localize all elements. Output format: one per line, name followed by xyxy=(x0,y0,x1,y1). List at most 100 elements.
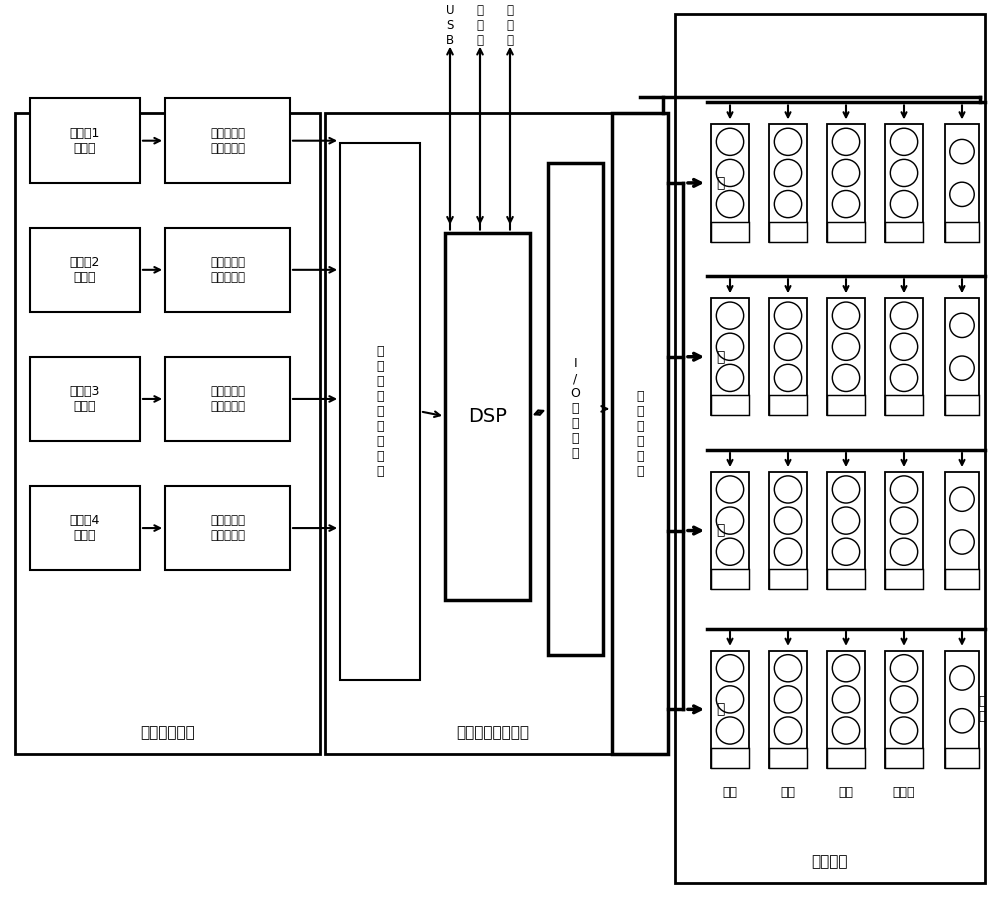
Circle shape xyxy=(832,364,860,391)
Text: 信
号
驱
动
阵
列: 信 号 驱 动 阵 列 xyxy=(636,390,644,478)
Circle shape xyxy=(716,476,744,503)
Text: 信息采集单元: 信息采集单元 xyxy=(140,725,195,740)
Circle shape xyxy=(832,717,860,744)
Bar xyxy=(711,222,749,242)
Circle shape xyxy=(950,487,974,511)
Bar xyxy=(885,569,923,589)
Circle shape xyxy=(890,538,918,566)
Text: 左转: 左转 xyxy=(780,786,796,799)
Bar xyxy=(548,163,603,655)
Circle shape xyxy=(890,655,918,682)
Circle shape xyxy=(716,364,744,391)
Bar xyxy=(711,298,749,415)
Bar xyxy=(827,222,865,242)
Circle shape xyxy=(890,191,918,218)
Bar xyxy=(945,298,979,415)
Text: 以
太
网: 以 太 网 xyxy=(507,5,514,47)
Bar xyxy=(827,395,865,415)
Bar xyxy=(827,651,865,768)
Text: U
S
B: U S B xyxy=(446,5,454,47)
Bar xyxy=(945,569,979,589)
Bar xyxy=(885,298,923,415)
Bar xyxy=(15,114,320,754)
Circle shape xyxy=(774,686,802,713)
Bar xyxy=(165,486,290,570)
Bar xyxy=(827,124,865,242)
Bar xyxy=(945,748,979,768)
Text: 摄像机1
（东）: 摄像机1 （东） xyxy=(70,127,100,154)
Text: 源
双
绞
线
视
频
接
收
器: 源 双 绞 线 视 频 接 收 器 xyxy=(376,345,384,478)
Bar xyxy=(711,569,749,589)
Text: 人
行: 人 行 xyxy=(978,696,986,724)
Text: 信号识别控制单元: 信号识别控制单元 xyxy=(456,725,529,740)
Text: 监
视
器: 监 视 器 xyxy=(477,5,484,47)
Text: 无源双绞线
视频发送器: 无源双绞线 视频发送器 xyxy=(210,127,245,154)
Circle shape xyxy=(716,717,744,744)
Bar xyxy=(885,748,923,768)
Circle shape xyxy=(716,655,744,682)
Bar xyxy=(325,114,660,754)
Bar xyxy=(885,472,923,589)
Bar xyxy=(769,395,807,415)
Circle shape xyxy=(774,364,802,391)
Circle shape xyxy=(774,538,802,566)
Bar xyxy=(711,748,749,768)
Bar xyxy=(885,124,923,242)
Circle shape xyxy=(890,507,918,534)
Bar xyxy=(945,124,979,242)
Bar xyxy=(675,14,985,883)
Circle shape xyxy=(950,356,974,380)
Circle shape xyxy=(890,717,918,744)
Circle shape xyxy=(832,655,860,682)
Circle shape xyxy=(890,364,918,391)
Bar xyxy=(30,228,140,312)
Circle shape xyxy=(716,128,744,155)
Bar xyxy=(769,124,807,242)
Bar xyxy=(711,395,749,415)
Text: DSP: DSP xyxy=(468,407,507,426)
Circle shape xyxy=(832,538,860,566)
Bar xyxy=(769,472,807,589)
Circle shape xyxy=(950,183,974,206)
Bar xyxy=(711,124,749,242)
Circle shape xyxy=(774,717,802,744)
Bar xyxy=(827,472,865,589)
Bar xyxy=(885,222,923,242)
Circle shape xyxy=(832,476,860,503)
Circle shape xyxy=(890,302,918,330)
Bar xyxy=(945,222,979,242)
Circle shape xyxy=(832,302,860,330)
Bar xyxy=(30,486,140,570)
Text: 非机动: 非机动 xyxy=(893,786,915,799)
Text: 无源双绞线
视频发送器: 无源双绞线 视频发送器 xyxy=(210,385,245,413)
Circle shape xyxy=(716,507,744,534)
Circle shape xyxy=(832,507,860,534)
Text: 西: 西 xyxy=(716,350,724,364)
Bar xyxy=(445,232,530,600)
Circle shape xyxy=(950,140,974,163)
Bar xyxy=(165,357,290,441)
Circle shape xyxy=(774,302,802,330)
Bar xyxy=(165,228,290,312)
Circle shape xyxy=(774,655,802,682)
Bar xyxy=(885,651,923,768)
Bar xyxy=(945,651,979,768)
Circle shape xyxy=(950,530,974,554)
Bar xyxy=(30,98,140,183)
Circle shape xyxy=(832,191,860,218)
Circle shape xyxy=(716,159,744,186)
Bar xyxy=(30,357,140,441)
Text: I
/
O
扩
展
单
元: I / O 扩 展 单 元 xyxy=(571,358,580,460)
Bar xyxy=(769,748,807,768)
Text: 南: 南 xyxy=(716,524,724,538)
Text: 无源双绞线
视频发送器: 无源双绞线 视频发送器 xyxy=(210,256,245,284)
Circle shape xyxy=(890,128,918,155)
Circle shape xyxy=(890,476,918,503)
Bar xyxy=(769,222,807,242)
Circle shape xyxy=(950,313,974,338)
Circle shape xyxy=(774,191,802,218)
Bar xyxy=(612,114,668,754)
Text: 摄像机4
（北）: 摄像机4 （北） xyxy=(70,514,100,542)
Circle shape xyxy=(950,666,974,690)
Circle shape xyxy=(716,302,744,330)
